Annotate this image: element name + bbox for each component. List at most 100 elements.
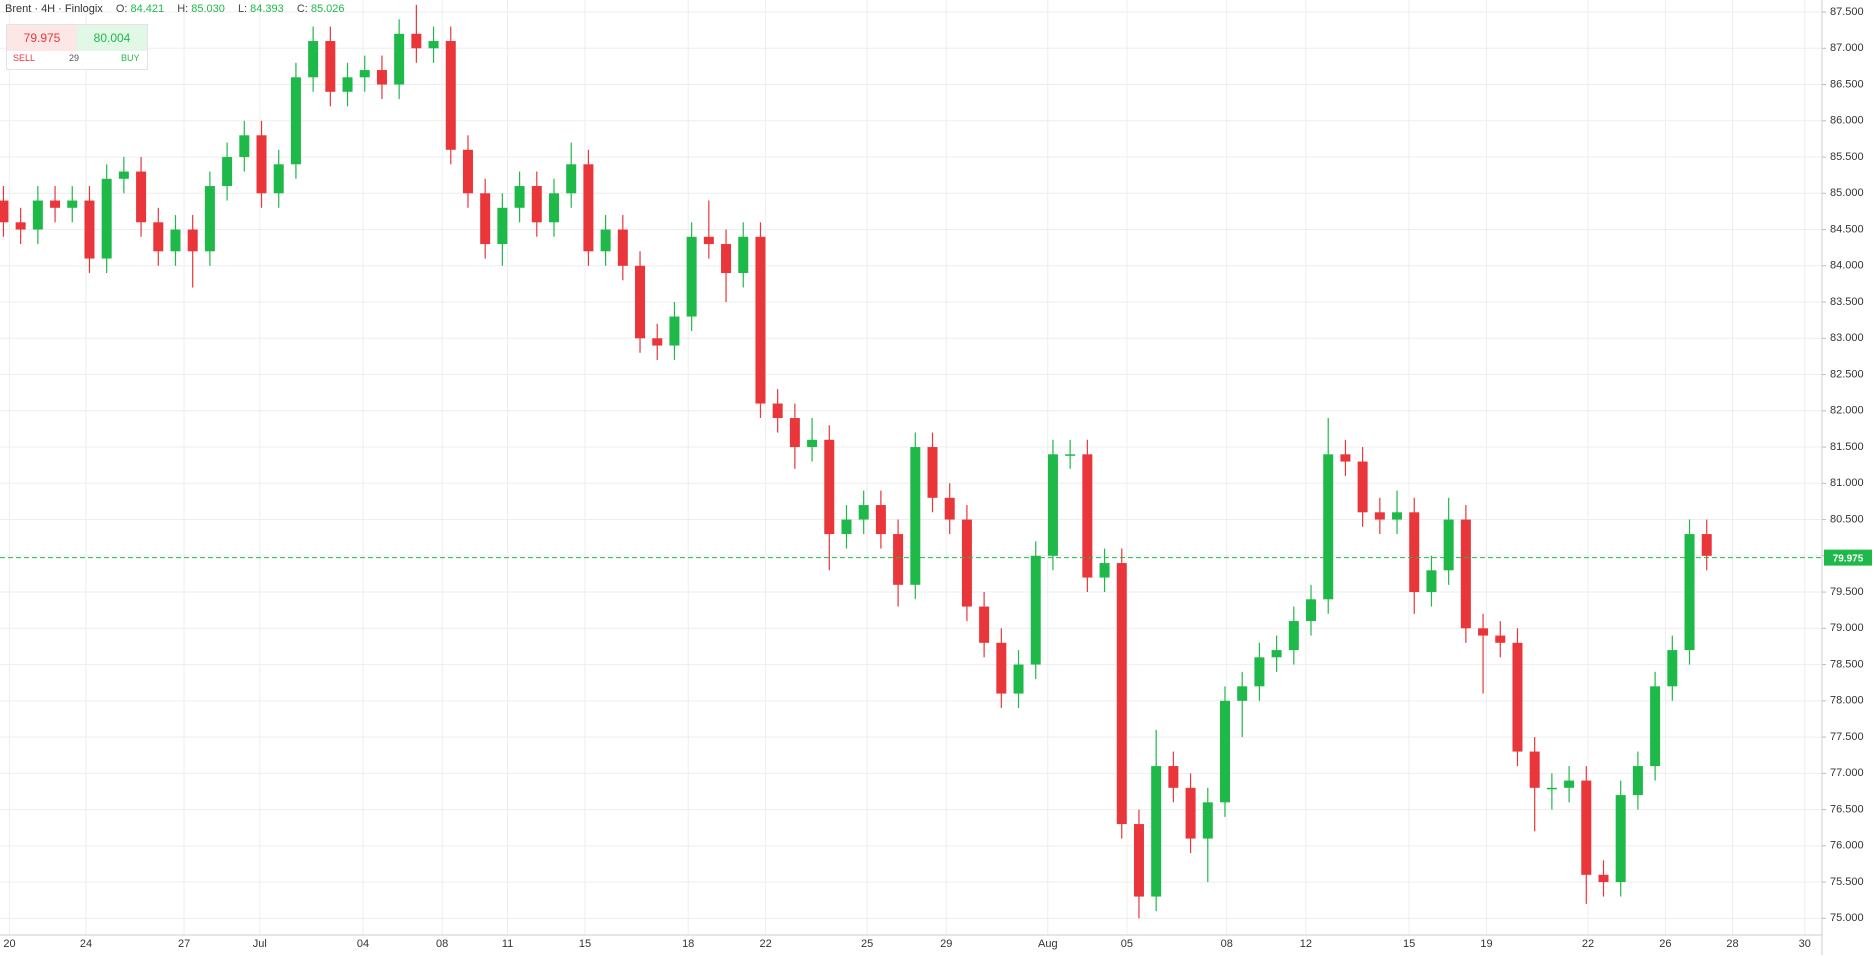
x-tick-label: 19 <box>1480 938 1492 950</box>
candle-body <box>566 164 577 194</box>
candle-body <box>1133 824 1144 897</box>
x-tick-label: 12 <box>1300 938 1312 950</box>
candle-body <box>703 236 714 245</box>
candle-body <box>1701 534 1712 556</box>
candle-body <box>222 157 233 187</box>
candle-body <box>84 200 95 259</box>
ohlc-value: 85.026 <box>310 3 345 15</box>
x-tick-label: 15 <box>1403 938 1415 950</box>
spread: 29 <box>69 53 80 63</box>
y-tick-label: 82.000 <box>1830 405 1864 417</box>
y-tick-label: 87.500 <box>1830 6 1864 18</box>
candle-body <box>1546 787 1557 790</box>
candle-body <box>239 135 250 158</box>
x-tick-label: 08 <box>436 938 448 950</box>
sell-button[interactable]: SELL <box>13 53 36 63</box>
y-tick-label: 87.000 <box>1830 42 1864 54</box>
y-tick-label: 75.000 <box>1830 912 1864 924</box>
sell-price[interactable]: 79.975 <box>7 25 77 51</box>
y-tick-label: 83.500 <box>1830 296 1864 308</box>
candle-body <box>359 70 370 78</box>
candle-body <box>1615 795 1626 883</box>
candle-body <box>1013 664 1024 694</box>
candle-body <box>1409 512 1420 593</box>
candle-body <box>1512 642 1523 752</box>
candle-body <box>428 41 439 49</box>
candle-body <box>187 229 198 252</box>
candle-body <box>635 265 646 339</box>
candle-body <box>153 222 164 252</box>
x-tick-label: 22 <box>759 938 771 950</box>
y-tick-label: 81.500 <box>1830 441 1864 453</box>
candle-body <box>290 77 301 165</box>
x-tick-label: 30 <box>1799 938 1811 950</box>
candle-body <box>1650 686 1661 767</box>
candle-body <box>1168 766 1179 788</box>
ohlc-value: 85.030 <box>191 3 225 15</box>
candle-body <box>1151 766 1162 897</box>
ohlc-key: L: <box>237 3 248 15</box>
ohlc-key: O: <box>115 3 128 15</box>
candle-body <box>669 316 680 346</box>
buy-price[interactable]: 80.004 <box>77 25 147 51</box>
candle-body <box>1099 563 1110 578</box>
candle-body <box>394 33 405 85</box>
y-tick-label: 85.500 <box>1830 151 1864 163</box>
candle-body <box>927 447 938 498</box>
y-tick-label: 76.500 <box>1830 803 1864 815</box>
candle-body <box>411 33 422 49</box>
last-price-box <box>1824 549 1872 566</box>
x-tick-label: 20 <box>3 938 15 950</box>
ohlc-key: C: <box>296 3 308 15</box>
y-tick-label: 82.500 <box>1830 368 1864 380</box>
x-tick-label: Aug <box>1038 938 1058 950</box>
candle-body <box>376 70 387 85</box>
candle-body <box>1443 519 1454 571</box>
y-tick-label: 84.500 <box>1830 223 1864 235</box>
x-tick-label: 24 <box>80 938 92 950</box>
x-tick-label: 27 <box>178 938 190 950</box>
candle-body <box>893 534 904 585</box>
x-tick-label: 04 <box>357 938 369 950</box>
candle-body <box>600 229 611 252</box>
candle-body <box>738 236 749 274</box>
x-tick-label: 11 <box>502 938 513 950</box>
candle-body <box>652 338 663 346</box>
candle-body <box>772 403 783 419</box>
x-tick-label: 28 <box>1726 938 1738 950</box>
buy-button[interactable]: BUY <box>121 53 140 63</box>
candle-body <box>1632 766 1643 796</box>
candle-body <box>273 164 284 194</box>
x-tick-label: 25 <box>861 938 873 950</box>
candle-body <box>325 41 336 92</box>
candle-body <box>50 200 61 208</box>
candle-body <box>789 418 800 448</box>
candle-body <box>824 439 835 535</box>
candle-body <box>1030 555 1041 665</box>
candle-body <box>1478 628 1489 636</box>
candle-body <box>514 186 525 208</box>
candle-body <box>1323 454 1334 600</box>
candle-body <box>910 447 921 585</box>
candle-body <box>1116 563 1127 825</box>
candle-body <box>118 171 129 179</box>
candle-body <box>1374 512 1385 520</box>
candle-body <box>1460 519 1471 629</box>
candle-body <box>1288 621 1299 651</box>
chart-header: Brent · 4H · Finlogix O: 84.421 H: 85.030 … <box>5 3 345 15</box>
y-tick-label: 85.000 <box>1830 187 1864 199</box>
candle-body <box>1426 570 1437 593</box>
candle-body <box>583 164 594 252</box>
y-tick-label: 78.500 <box>1830 658 1864 670</box>
candle-body <box>1185 787 1196 839</box>
candle-body <box>480 193 491 245</box>
x-tick-label: Jul <box>253 938 267 950</box>
candle-body <box>961 519 972 607</box>
y-tick-label: 80.500 <box>1830 513 1864 525</box>
last-price-label: 79.975 <box>1833 553 1864 564</box>
y-tick-label: 81.000 <box>1830 477 1864 489</box>
x-tick-label: 08 <box>1221 938 1233 950</box>
candle-body <box>462 149 473 194</box>
